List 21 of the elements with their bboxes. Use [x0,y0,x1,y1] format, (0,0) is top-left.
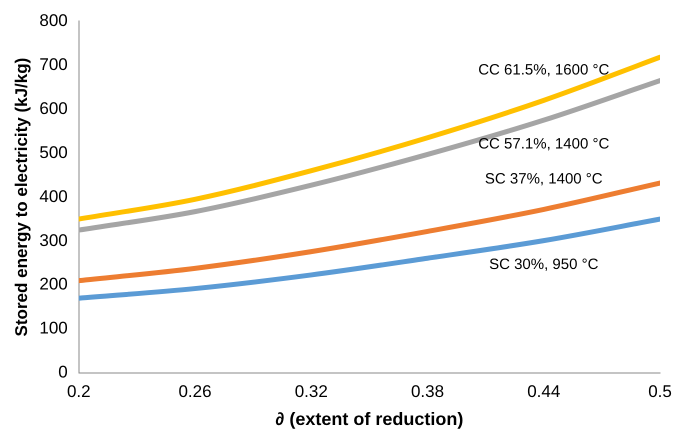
series-label: SC 37%, 1400 °C [484,170,603,188]
x-tick-label: 0.44 [527,382,560,401]
x-axis-title: ∂ (extent of reduction) [275,409,464,430]
x-tick-label: 0.2 [66,382,91,401]
y-tick-label: 500 [39,142,68,162]
y-tick-label: 400 [39,186,68,206]
y-tick-label: 0 [58,362,68,382]
y-tick-label: 200 [39,274,68,294]
x-tick-label: 0.38 [410,382,444,401]
series-label: CC 57.1%, 1400 °C [478,135,610,152]
series-label: CC 61.5%, 1600 °C [478,61,610,78]
y-tick-label: 100 [39,318,68,338]
y-tick-label: 300 [39,230,68,250]
y-tick-label: 700 [39,54,68,74]
y-tick-label: 800 [39,10,68,30]
y-tick-label: 600 [39,98,68,118]
y-axis-title: Stored energy to electricity (kJ/kg) [12,58,31,336]
x-tick-label: 0.26 [178,382,212,401]
x-tick-label: 0.5 [648,382,672,401]
x-tick-label: 0.32 [294,382,328,401]
series-label: SC 30%, 950 °C [489,256,599,273]
